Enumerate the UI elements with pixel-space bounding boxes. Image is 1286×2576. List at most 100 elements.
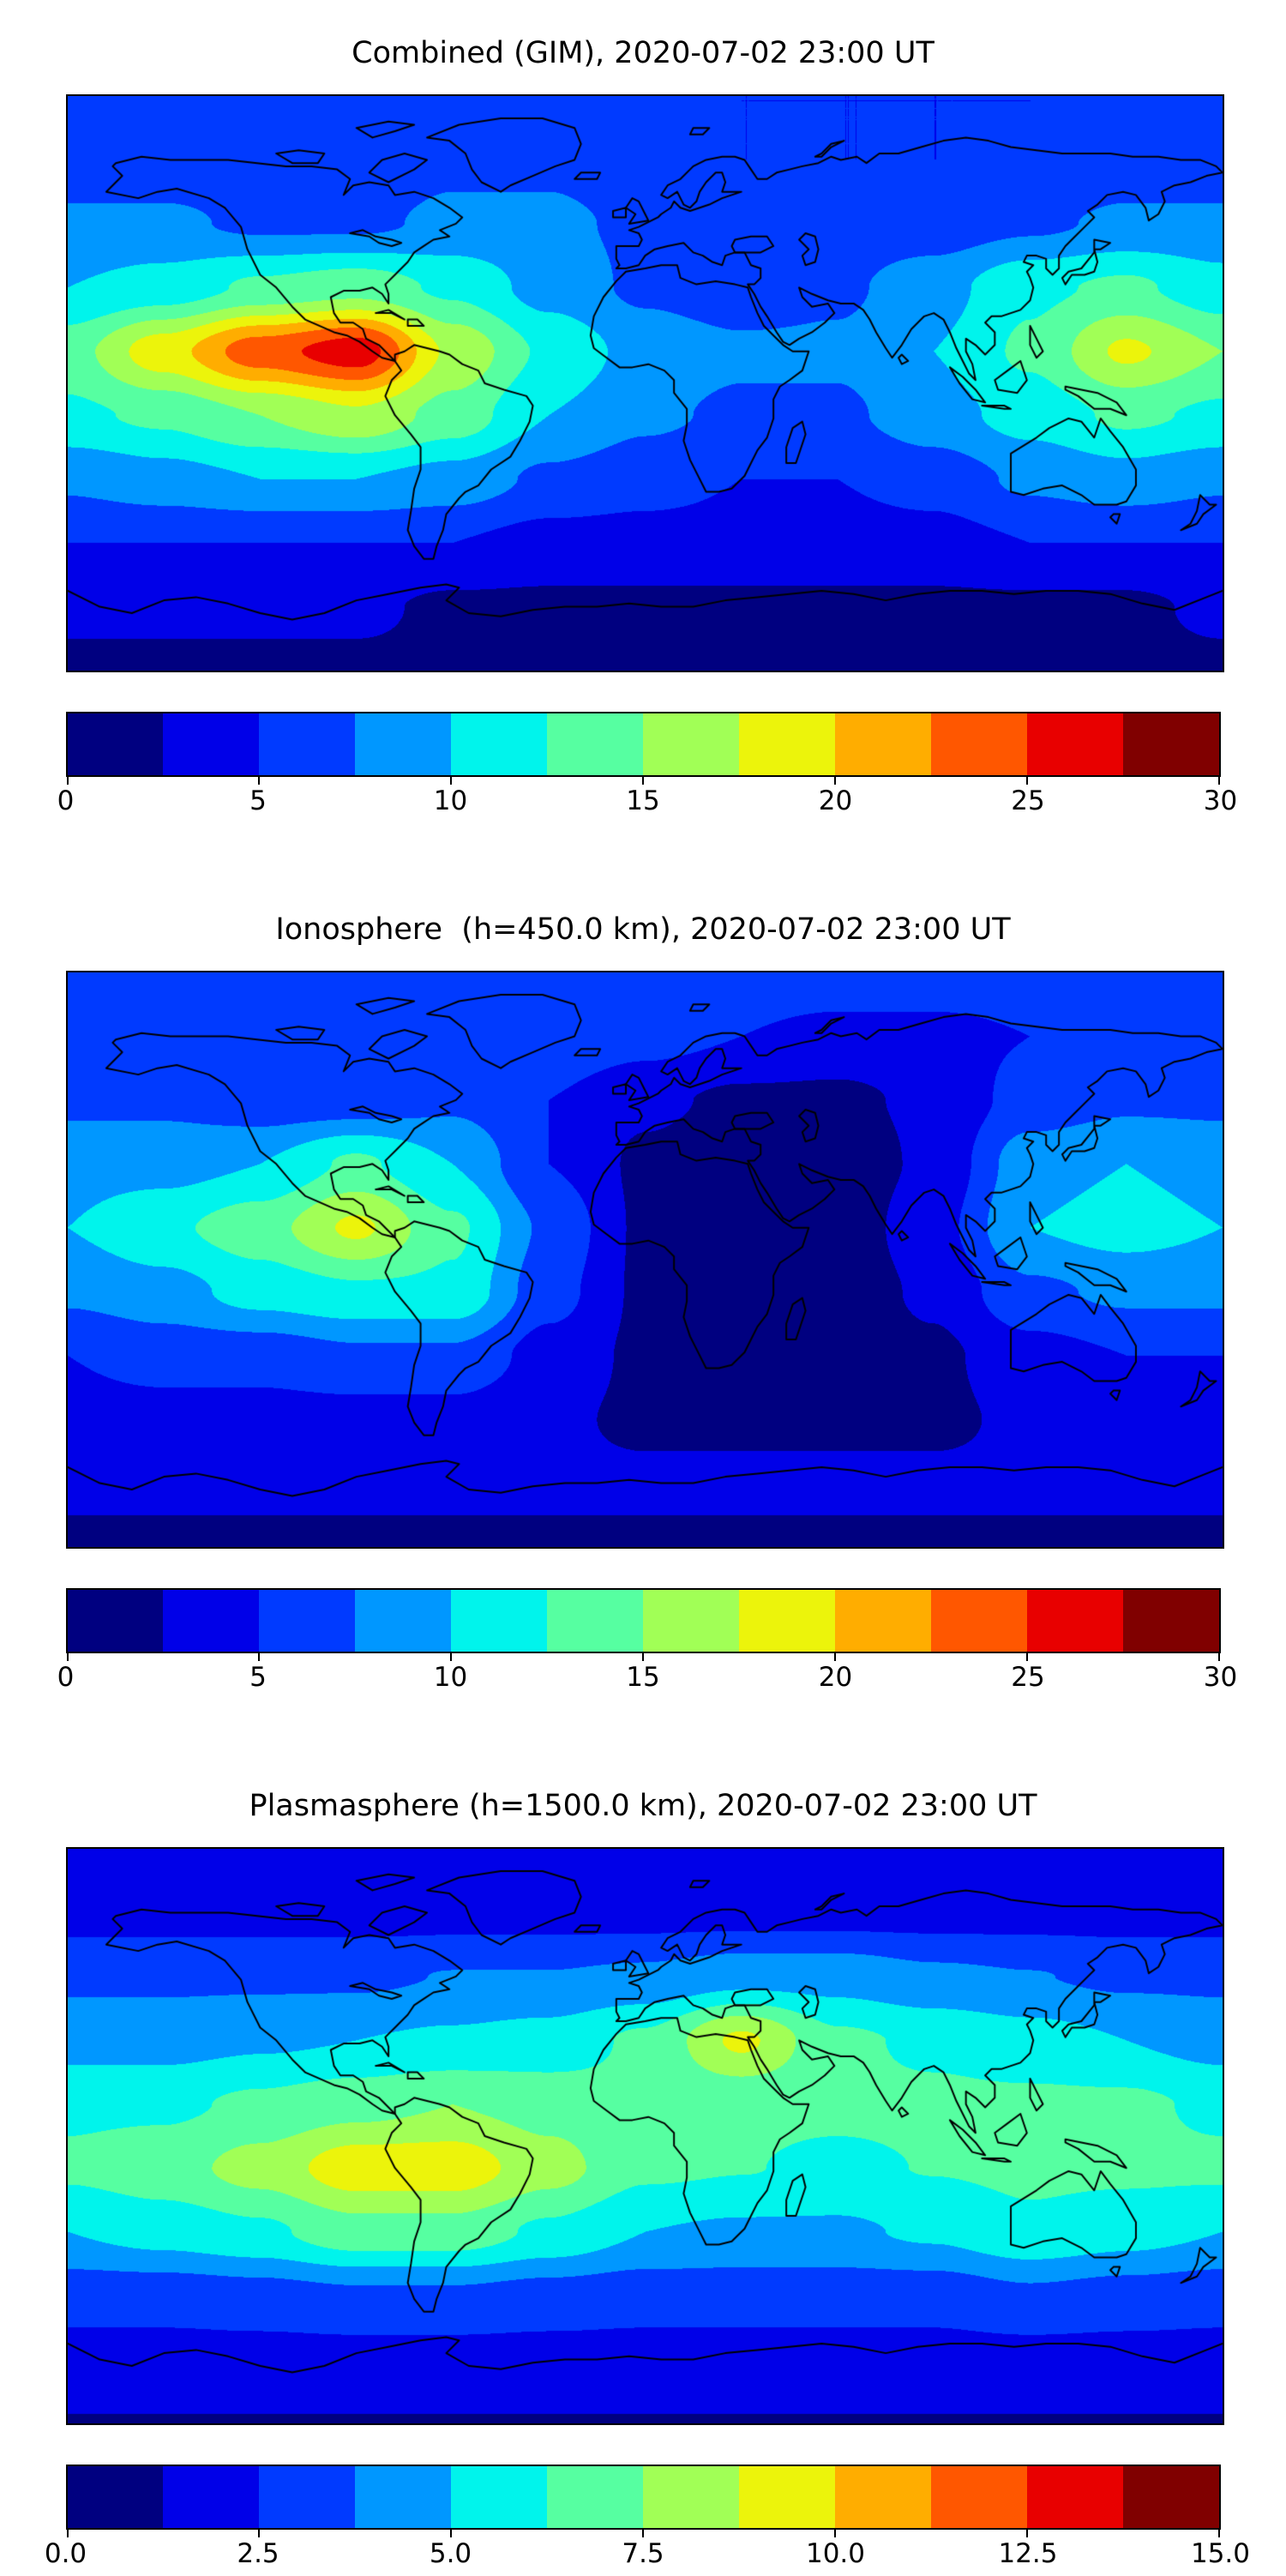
colorbar-segments (67, 1590, 1219, 1652)
colorbar-ticks: 0.0 2.5 5.0 7.5 10.0 12.5 15.0 (45, 2538, 1250, 2576)
colorbar-segment (259, 713, 356, 775)
colorbar-tick-label: 30 (1203, 1662, 1238, 1693)
colorbar-segment (834, 1590, 931, 1652)
colorbar-tick-label: 5.0 (429, 2538, 472, 2569)
colorbar-tick-label: 20 (818, 785, 853, 816)
colorbar-tick-mark (66, 777, 69, 785)
colorbar-segment (355, 2466, 452, 2528)
colorbar-segment (1122, 2466, 1219, 2528)
colorbar-tick-mark (450, 1653, 453, 1661)
colorbar (65, 1588, 1221, 1661)
colorbar-segment (834, 713, 931, 775)
colorbar-segment (451, 1590, 548, 1652)
colorbar-tick-label: 7.5 (622, 2538, 664, 2569)
colorbar-tick-mark (1025, 777, 1028, 785)
colorbar-segment (355, 1590, 452, 1652)
colorbar-segment (163, 2466, 260, 2528)
colorbar-segment (67, 2466, 164, 2528)
colorbar-tick-mark (642, 1653, 644, 1661)
panel-plasmasphere: Plasmasphere (h=1500.0 km), 2020-07-02 2… (45, 1787, 1250, 2576)
colorbar-segment (643, 1590, 739, 1652)
colorbar-tick-label: 10 (433, 785, 468, 816)
colorbar-ticks: 0 5 10 15 20 25 30 (57, 1662, 1238, 1700)
colorbar-segment (738, 1590, 835, 1652)
colorbar-tick-mark (1217, 2530, 1220, 2537)
colorbar-segment (930, 713, 1027, 775)
map-canvas (67, 972, 1223, 1547)
colorbar-segment (834, 2466, 931, 2528)
colorbar-segment (67, 713, 164, 775)
colorbar-segment (643, 713, 739, 775)
colorbar-segment (547, 713, 644, 775)
colorbar-tick-label: 12.5 (998, 2538, 1058, 2569)
colorbar-segment (643, 2466, 739, 2528)
colorbar-segment (1122, 1590, 1219, 1652)
colorbar-tick-mark (258, 2530, 261, 2537)
map-canvas (67, 1849, 1223, 2423)
colorbar-tick-mark (66, 2530, 69, 2537)
colorbar-tick-label: 15 (626, 1662, 660, 1693)
colorbar-tick-mark (833, 1653, 836, 1661)
panel-ionosphere: Ionosphere (h=450.0 km), 2020-07-02 23:0… (57, 911, 1238, 1700)
colorbar-ticks: 0 5 10 15 20 25 30 (57, 785, 1238, 823)
colorbar-tick-label: 10 (433, 1662, 468, 1693)
world-map (65, 1847, 1224, 2425)
colorbar-tick-label: 25 (1011, 785, 1045, 816)
colorbar-segment (1026, 1590, 1123, 1652)
colorbar-segment (355, 713, 452, 775)
colorbar-segment (1026, 2466, 1123, 2528)
colorbar-segment (738, 2466, 835, 2528)
colorbar-tick-mark (1217, 777, 1220, 785)
colorbar-segment (1026, 713, 1123, 775)
colorbar-tick-mark (1217, 1653, 1220, 1661)
colorbar-segment (547, 1590, 644, 1652)
colorbar-tick-label: 0 (57, 785, 75, 816)
colorbar-segment (1122, 713, 1219, 775)
colorbar-tick-mark (1025, 1653, 1028, 1661)
colorbar-tick-label: 5 (249, 785, 267, 816)
colorbar-tick-mark (642, 777, 644, 785)
panel-title: Ionosphere (h=450.0 km), 2020-07-02 23:0… (275, 912, 1011, 947)
colorbar-segment (930, 2466, 1027, 2528)
map-canvas (67, 96, 1223, 671)
colorbar-segment (451, 713, 548, 775)
colorbar-segment (67, 1590, 164, 1652)
colorbar-segment (451, 2466, 548, 2528)
colorbar-tick-mark (66, 1653, 69, 1661)
colorbar-tick-mark (833, 777, 836, 785)
colorbar-tick-mark (258, 1653, 261, 1661)
panel-title: Combined (GIM), 2020-07-02 23:00 UT (352, 36, 934, 70)
colorbar-tick-mark (1025, 2530, 1028, 2537)
colorbar-tick-label: 30 (1203, 785, 1238, 816)
colorbar-segment (930, 1590, 1027, 1652)
colorbar-segments (67, 713, 1219, 775)
colorbar-tick-label: 25 (1011, 1662, 1045, 1693)
colorbar-tick-label: 0.0 (44, 2538, 87, 2569)
colorbar-segment (163, 713, 260, 775)
world-map (65, 94, 1224, 672)
colorbar-segment (547, 2466, 644, 2528)
panel-title: Plasmasphere (h=1500.0 km), 2020-07-02 2… (249, 1789, 1037, 1823)
colorbar-segment (738, 713, 835, 775)
colorbar-tick-label: 5 (249, 1662, 267, 1693)
colorbar-tick-mark (450, 777, 453, 785)
colorbar-tick-label: 20 (818, 1662, 853, 1693)
colorbar (65, 712, 1221, 785)
colorbar (65, 2465, 1221, 2537)
colorbar-tick-mark (258, 777, 261, 785)
colorbar-segment (259, 1590, 356, 1652)
colorbar-segment (259, 2466, 356, 2528)
colorbar-segments (67, 2466, 1219, 2528)
colorbar-tick-label: 2.5 (237, 2538, 279, 2569)
colorbar-tick-mark (450, 2530, 453, 2537)
colorbar-tick-mark (833, 2530, 836, 2537)
colorbar-segment (163, 1590, 260, 1652)
world-map (65, 971, 1224, 1549)
panel-combined-gim: Combined (GIM), 2020-07-02 23:00 UT 0 5 10… (57, 34, 1238, 823)
colorbar-tick-label: 15.0 (1190, 2538, 1251, 2569)
colorbar-tick-mark (642, 2530, 644, 2537)
colorbar-tick-label: 10.0 (805, 2538, 866, 2569)
colorbar-tick-label: 0 (57, 1662, 75, 1693)
colorbar-tick-label: 15 (626, 785, 660, 816)
